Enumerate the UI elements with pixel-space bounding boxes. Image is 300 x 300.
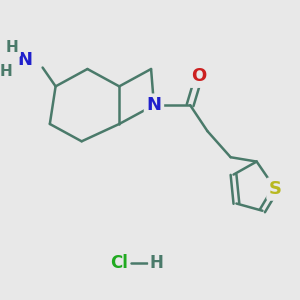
Text: N: N <box>18 51 33 69</box>
Text: H: H <box>0 64 13 80</box>
Text: H: H <box>6 40 19 55</box>
Text: S: S <box>269 180 282 198</box>
Text: N: N <box>146 96 161 114</box>
Text: H: H <box>150 254 164 272</box>
Text: O: O <box>191 67 206 85</box>
Text: Cl: Cl <box>110 254 128 272</box>
